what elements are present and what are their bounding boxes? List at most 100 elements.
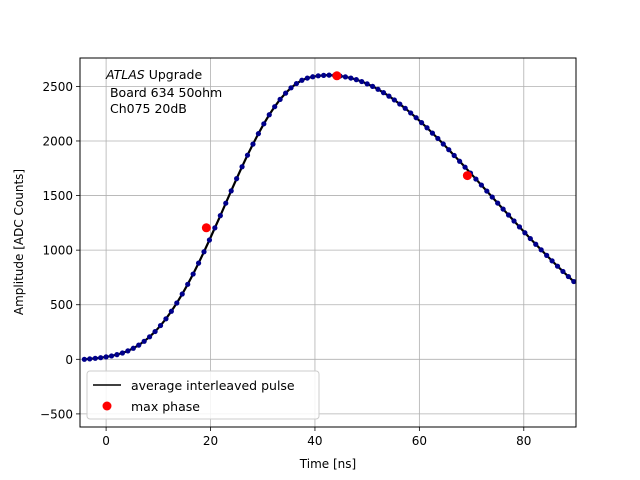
pulse-sample-point	[195, 260, 202, 266]
x-axis-label: Time [ns]	[299, 457, 356, 471]
x-tick-label: 80	[516, 434, 531, 448]
y-tick-label: 500	[50, 298, 73, 312]
legend: average interleaved pulse max phase	[86, 370, 320, 420]
pulse-sample-point	[413, 115, 419, 121]
pulse-sample-point	[168, 308, 174, 314]
annotation-board: Board 634 50ohm	[106, 85, 222, 100]
pulse-sample-point	[522, 230, 528, 236]
pulse-sample-point	[228, 188, 234, 194]
pulse-sample-point	[234, 176, 240, 182]
pulse-sample-point	[527, 235, 533, 242]
pulse-sample-point	[217, 213, 223, 219]
annotation-atlas: ATLAS	[105, 67, 145, 82]
pulse-sample-point	[326, 72, 332, 78]
y-tick-label: 2000	[42, 134, 73, 148]
max-phase-point	[332, 71, 342, 81]
y-tick-label: 1500	[42, 189, 73, 203]
pulse-sample-point	[516, 224, 523, 230]
pulse-sample-point	[304, 75, 310, 81]
pulse-sample-point	[348, 75, 354, 81]
annotation-upgrade: Upgrade	[145, 67, 203, 82]
pulse-sample-point	[244, 152, 251, 158]
pulse-sample-point	[342, 74, 348, 80]
pulse-sample-point	[478, 182, 484, 188]
pulse-sample-point	[462, 164, 468, 170]
y-tick-label: 2500	[42, 80, 73, 94]
pulse-sample-point	[380, 90, 387, 96]
pulse-sample-point	[310, 74, 316, 80]
pulse-sample-point	[255, 131, 262, 137]
x-tick-label: 40	[307, 434, 322, 448]
pulse-sample-point	[440, 141, 446, 147]
pulse-sample-point	[457, 158, 463, 164]
pulse-sample-point	[136, 342, 142, 348]
pulse-sample-point	[277, 96, 283, 102]
pulse-sample-point	[533, 241, 539, 247]
pulse-sample-point	[272, 104, 278, 110]
pulse-sample-point	[212, 225, 218, 231]
pulse-sample-point	[424, 125, 430, 131]
pulse-sample-point	[571, 278, 576, 285]
pulse-sample-point	[446, 147, 452, 153]
pulse-sample-point	[554, 263, 561, 269]
pulse-sample-point	[538, 247, 544, 253]
pulse-sample-point	[299, 77, 305, 83]
pulse-sample-point	[261, 121, 267, 127]
max-phase-point	[462, 171, 472, 181]
pulse-sample-point	[397, 101, 403, 107]
legend-dot-swatch	[102, 401, 112, 411]
pulse-sample-point	[315, 73, 321, 79]
pulse-sample-point	[174, 300, 180, 306]
y-tick-label: 0	[65, 353, 73, 367]
pulse-sample-point	[429, 130, 436, 136]
pulse-sample-point	[544, 252, 550, 258]
pulse-sample-point	[386, 93, 392, 99]
pulse-sample-point	[130, 345, 136, 351]
pulse-sample-point	[185, 281, 191, 287]
legend-label-average: average interleaved pulse	[131, 378, 295, 393]
pulse-sample-point	[206, 237, 213, 243]
pulse-sample-point	[293, 80, 300, 87]
pulse-sample-point	[114, 352, 120, 358]
pulse-sample-point	[364, 81, 370, 87]
pulse-sample-point	[418, 120, 425, 126]
pulse-sample-point	[163, 316, 169, 322]
pulse-sample-point	[108, 353, 115, 359]
y-axis-label: Amplitude [ADC Counts]	[12, 169, 26, 315]
pulse-sample-point	[266, 112, 272, 118]
pulse-sample-point	[560, 268, 566, 275]
pulse-sample-point	[179, 291, 185, 297]
y-tick-label: −500	[40, 407, 73, 421]
pulse-sample-point	[87, 356, 93, 362]
pulse-sample-point	[223, 200, 229, 206]
plot-frame	[79, 57, 577, 428]
pulse-sample-point	[369, 83, 376, 89]
pulse-sample-point	[359, 78, 365, 85]
x-tick-label: 0	[102, 434, 110, 448]
pulse-sample-point	[103, 354, 109, 360]
y-tick-label: 1000	[42, 244, 73, 258]
legend-label-max-phase: max phase	[131, 399, 200, 414]
pulse-sample-point	[92, 355, 98, 361]
pulse-sample-point	[353, 77, 359, 83]
pulse-sample-point	[484, 188, 490, 194]
pulse-sample-point	[495, 200, 501, 206]
pulse-sample-point	[511, 218, 517, 224]
annotation-text: ATLAS Upgrade Board 634 50ohm Ch075 20dB	[105, 67, 222, 116]
pulse-sample-point	[81, 356, 87, 362]
x-tick-label: 20	[203, 434, 218, 448]
pulse-sample-point	[505, 212, 512, 218]
pulse-sample-point	[375, 86, 381, 92]
y-axis-ticks: −500 0 500 1000 1500 2000 2500	[40, 80, 80, 421]
pulse-sample-point	[250, 141, 256, 147]
x-axis-ticks: 0 20 40 60 80	[102, 427, 531, 448]
pulse-sample-point	[157, 322, 164, 329]
svg-text:ATLAS Upgrade: ATLAS Upgrade	[105, 67, 202, 82]
pulse-sample-point	[119, 350, 126, 356]
pulse-sample-point	[141, 338, 147, 344]
annotation-channel: Ch075 20dB	[106, 101, 187, 116]
pulse-sample-point	[391, 97, 397, 103]
x-tick-label: 60	[412, 434, 427, 448]
pulse-sample-point	[565, 273, 571, 280]
pulse-sample-point	[321, 72, 327, 78]
